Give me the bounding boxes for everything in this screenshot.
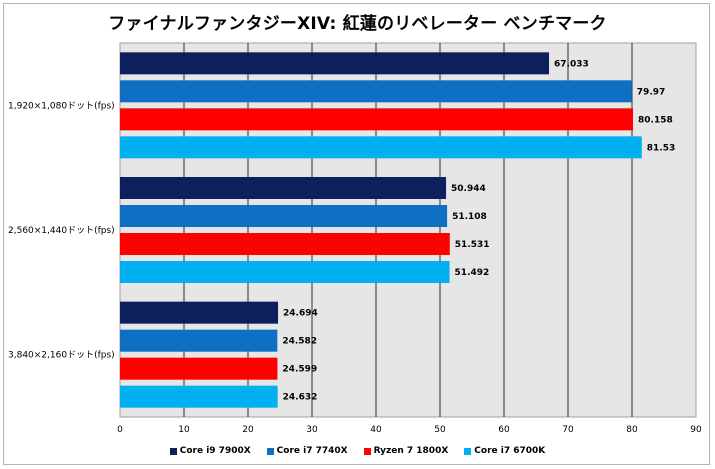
data-label: 51.492: [455, 268, 490, 278]
category-label: 1,920×1,080ドット(fps): [8, 101, 115, 111]
bar: [120, 329, 278, 352]
legend-swatch: [169, 447, 177, 455]
data-label: 79.97: [637, 87, 665, 97]
bar: [120, 205, 448, 227]
x-tick-label: 90: [690, 425, 702, 435]
data-label: 51.108: [452, 212, 487, 222]
legend-swatch: [464, 447, 472, 455]
data-label: 81.53: [647, 143, 675, 153]
category-label: 3,840×2,160ドット(fps): [8, 351, 115, 361]
x-tick-label: 0: [117, 425, 123, 435]
data-label: 50.944: [451, 184, 486, 194]
data-label: 67.033: [554, 59, 589, 69]
x-tick-label: 50: [434, 425, 446, 435]
data-label: 24.599: [282, 365, 317, 375]
legend-item: Core i7 7740X: [266, 446, 348, 456]
legend: Core i9 7900X Core i7 7740X Ryzen 7 1800X C…: [0, 446, 715, 456]
legend-item: Core i9 7900X: [169, 446, 251, 456]
data-label: 24.632: [283, 393, 318, 403]
plot-area: [119, 42, 697, 418]
legend-label: Ryzen 7 1800X: [373, 446, 449, 456]
bar: [120, 357, 278, 380]
legend-item: Core i7 6700K: [464, 446, 545, 456]
x-tick-label: 80: [626, 425, 638, 435]
bar: [120, 80, 632, 103]
x-tick-label: 60: [498, 425, 510, 435]
x-tick-label: 70: [562, 425, 574, 435]
legend-label: Core i7 6700K: [474, 446, 546, 456]
legend-swatch: [266, 447, 274, 455]
bar: [120, 136, 642, 159]
x-tick-label: 20: [242, 425, 254, 435]
data-label: 51.531: [455, 240, 490, 250]
category-label: 2,560×1,440ドット(fps): [8, 226, 115, 236]
bar: [120, 177, 447, 199]
bar: [120, 385, 278, 408]
bar: [120, 108, 634, 131]
legend-label: Core i7 7740X: [276, 446, 348, 456]
legend-label: Core i9 7900X: [179, 446, 251, 456]
data-label: 24.694: [283, 309, 318, 319]
bar: [120, 261, 450, 283]
legend-swatch: [363, 447, 371, 455]
x-tick-label: 10: [178, 425, 190, 435]
bar: [120, 233, 450, 255]
data-label: 80.158: [638, 115, 673, 125]
data-label: 24.582: [282, 337, 317, 347]
legend-item: Ryzen 7 1800X: [363, 446, 449, 456]
x-tick-label: 30: [306, 425, 318, 435]
x-tick-label: 40: [370, 425, 382, 435]
bar: [120, 52, 550, 75]
bar: [120, 301, 279, 324]
chart-title: ファイナルファンタジーXIV: 紅蓮のリベレーター ベンチマーク: [108, 14, 607, 34]
